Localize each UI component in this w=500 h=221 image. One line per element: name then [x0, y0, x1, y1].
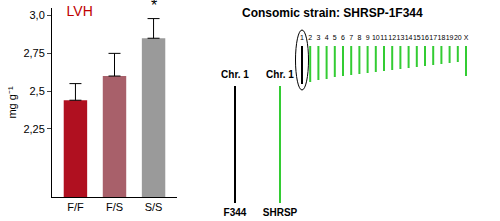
svg-text:Chr. 1: Chr. 1	[221, 69, 249, 80]
svg-text:F/F: F/F	[67, 201, 84, 213]
svg-text:6: 6	[341, 34, 345, 41]
svg-text:SHRSP: SHRSP	[263, 207, 298, 218]
svg-text:16: 16	[421, 34, 429, 41]
svg-text:Chr. 1: Chr. 1	[266, 69, 294, 80]
svg-text:7: 7	[349, 34, 353, 41]
svg-text:15: 15	[413, 34, 421, 41]
svg-text:9: 9	[366, 34, 370, 41]
svg-text:17: 17	[429, 34, 437, 41]
svg-text:19: 19	[446, 34, 454, 41]
svg-text:X: X	[464, 34, 469, 41]
svg-text:2,5: 2,5	[30, 85, 45, 97]
svg-text:S/S: S/S	[145, 201, 163, 213]
svg-text:3,0: 3,0	[30, 9, 45, 21]
svg-text:3: 3	[316, 34, 320, 41]
svg-text:18: 18	[438, 34, 446, 41]
svg-text:10: 10	[372, 34, 380, 41]
svg-text:*: *	[151, 0, 157, 14]
svg-text:2,25: 2,25	[23, 123, 44, 135]
svg-text:14: 14	[405, 34, 413, 41]
svg-text:F344: F344	[224, 207, 247, 218]
svg-text:13: 13	[397, 34, 405, 41]
svg-text:20: 20	[454, 34, 462, 41]
svg-text:8: 8	[357, 34, 361, 41]
svg-text:mg g⁻¹: mg g⁻¹	[6, 86, 18, 118]
svg-text:2: 2	[308, 34, 312, 41]
svg-text:11: 11	[380, 34, 387, 41]
svg-text:4: 4	[325, 34, 329, 41]
svg-text:1: 1	[300, 34, 304, 41]
svg-text:Consomic strain: SHRSP-1F344: Consomic strain: SHRSP-1F344	[242, 6, 423, 20]
svg-text:12: 12	[388, 34, 396, 41]
svg-text:2,75: 2,75	[23, 47, 44, 59]
svg-text:F/S: F/S	[106, 201, 123, 213]
svg-text:5: 5	[333, 34, 337, 41]
svg-text:LVH: LVH	[67, 3, 93, 19]
